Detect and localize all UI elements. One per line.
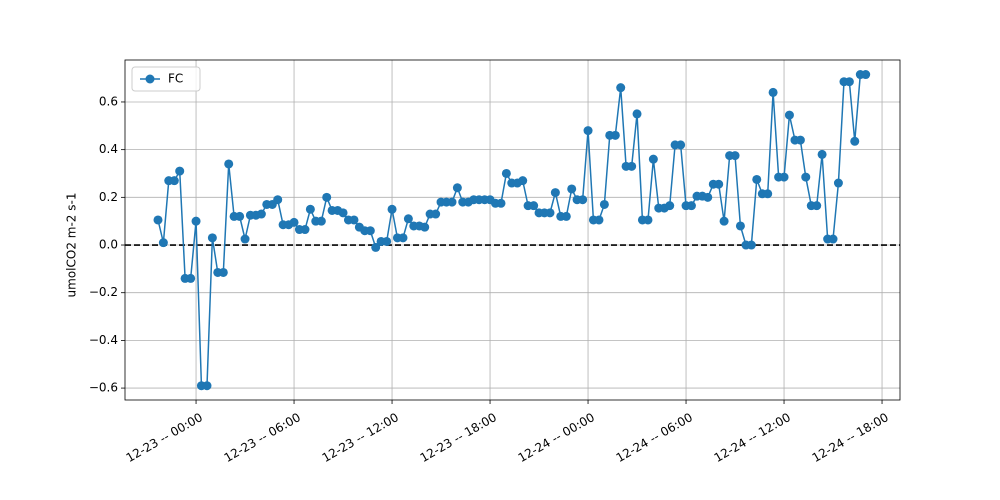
- data-point: [175, 166, 185, 176]
- data-point: [300, 225, 310, 235]
- data-point: [224, 159, 234, 169]
- data-point: [763, 189, 773, 199]
- y-tick-label: −0.6: [89, 381, 118, 395]
- data-point: [387, 204, 397, 214]
- data-point: [567, 184, 577, 194]
- data-point: [730, 151, 740, 161]
- data-point: [643, 215, 653, 225]
- data-point: [817, 149, 827, 159]
- y-tick-label: 0.4: [99, 142, 118, 156]
- data-point: [550, 188, 560, 198]
- data-point: [686, 201, 696, 211]
- data-point: [844, 77, 854, 87]
- data-point: [610, 130, 620, 140]
- data-point: [398, 233, 408, 243]
- data-point: [850, 136, 860, 146]
- data-point: [752, 174, 762, 184]
- data-point: [801, 172, 811, 182]
- data-point: [420, 222, 430, 232]
- data-point: [169, 176, 179, 186]
- data-point: [305, 204, 315, 214]
- data-point: [349, 215, 359, 225]
- data-point: [632, 109, 642, 119]
- legend-marker: [145, 74, 155, 84]
- plot-frame: [124, 59, 901, 401]
- data-point: [561, 211, 571, 221]
- y-axis-label: umolCO2 m-2 s-1: [65, 193, 79, 298]
- data-point: [627, 161, 637, 171]
- y-tick-label: 0.2: [99, 190, 118, 204]
- data-point: [403, 214, 413, 224]
- data-point: [779, 172, 789, 182]
- data-point: [768, 87, 778, 97]
- data-point: [371, 242, 381, 252]
- data-point: [861, 70, 871, 80]
- data-point: [501, 168, 511, 178]
- data-point: [518, 176, 528, 186]
- data-point: [235, 211, 245, 221]
- data-point: [316, 216, 326, 226]
- data-point: [158, 238, 168, 248]
- y-tick-label: −0.2: [89, 285, 118, 299]
- data-point: [256, 209, 266, 219]
- data-point: [338, 208, 348, 218]
- data-point: [431, 209, 441, 219]
- data-point: [240, 234, 250, 244]
- legend-frame: [131, 66, 201, 92]
- data-point: [153, 215, 163, 225]
- data-point: [616, 83, 626, 93]
- data-point: [452, 183, 462, 193]
- data-point: [289, 217, 299, 227]
- data-point: [202, 381, 212, 391]
- data-point: [545, 208, 555, 218]
- data-point: [648, 154, 658, 164]
- y-tick-label: 0.6: [99, 94, 118, 108]
- data-point: [496, 198, 506, 208]
- data-point: [746, 240, 756, 250]
- data-point: [735, 221, 745, 231]
- data-point: [812, 201, 822, 211]
- legend: FC: [131, 66, 201, 92]
- data-point: [676, 140, 686, 150]
- data-point: [207, 233, 217, 243]
- data-point: [273, 195, 283, 205]
- data-point: [828, 234, 838, 244]
- data-point: [322, 192, 332, 202]
- data-point: [665, 201, 675, 211]
- legend-label: FC: [168, 72, 183, 86]
- data-point: [719, 216, 729, 226]
- y-tick-label: 0.0: [99, 238, 118, 252]
- data-point: [599, 199, 609, 209]
- data-point: [703, 192, 713, 202]
- data-point: [784, 110, 794, 120]
- data-point: [578, 195, 588, 205]
- data-point: [186, 273, 196, 283]
- data-point: [583, 126, 593, 136]
- data-point: [714, 179, 724, 189]
- data-point: [833, 178, 843, 188]
- y-tick-label: −0.4: [89, 333, 118, 347]
- data-point: [218, 267, 228, 277]
- data-point: [382, 236, 392, 246]
- data-point: [365, 226, 375, 236]
- data-point: [447, 197, 457, 207]
- data-point: [529, 201, 539, 211]
- data-point: [594, 215, 604, 225]
- data-point: [191, 216, 201, 226]
- data-point: [795, 135, 805, 145]
